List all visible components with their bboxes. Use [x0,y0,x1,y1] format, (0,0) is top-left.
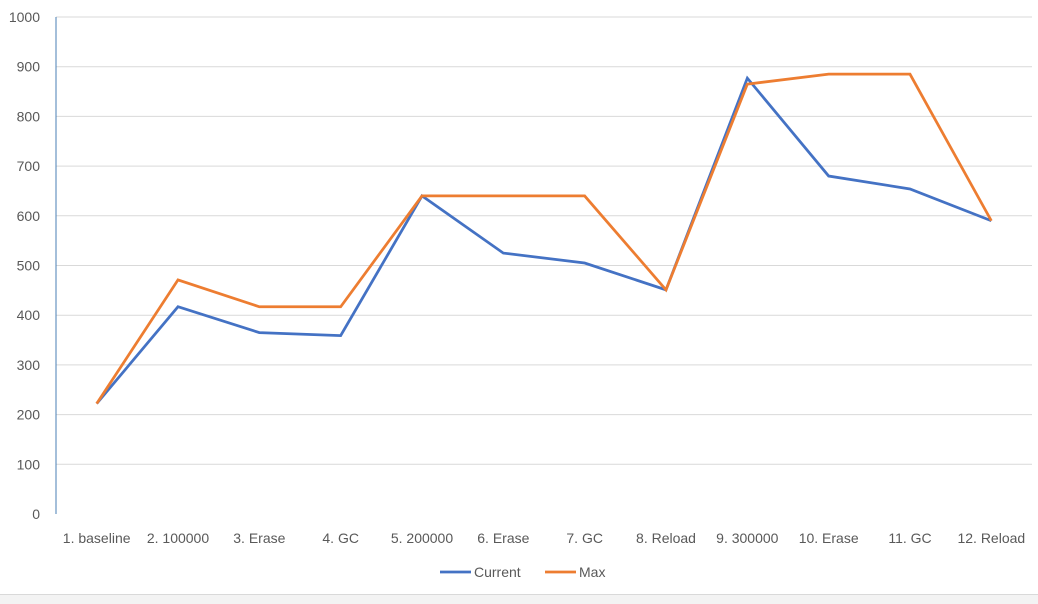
y-tick-label: 1000 [9,9,40,25]
y-tick-label: 800 [17,108,41,124]
x-tick-label: 11. GC [888,530,931,546]
y-tick-label: 0 [32,506,40,522]
x-tick-label: 12. Reload [957,530,1025,546]
legend: Current Max [440,564,605,580]
x-tick-label: 5. 200000 [391,530,453,546]
y-tick-label: 200 [17,407,41,423]
series-line-max [97,74,992,404]
x-tick-label: 1. baseline [63,530,131,546]
series-group [97,74,992,404]
x-tick-label: 7. GC [566,530,603,546]
y-tick-label: 100 [17,456,41,472]
y-tick-label: 700 [17,158,41,174]
x-tick-label: 9. 300000 [716,530,778,546]
x-tick-label: 3. Erase [233,530,285,546]
y-tick-label: 500 [17,258,41,274]
x-tick-label: 4. GC [322,530,359,546]
y-tick-label: 900 [17,59,41,75]
series-line-current [97,78,992,404]
x-axis-ticks: 1. baseline 2. 100000 3. Erase 4. GC 5. 2000… [63,530,1025,546]
x-tick-label: 8. Reload [636,530,696,546]
y-tick-label: 300 [17,357,41,373]
gridlines [56,17,1032,464]
x-tick-label: 2. 100000 [147,530,209,546]
y-tick-label: 400 [17,307,41,323]
y-axis-ticks: 0 100 200 300 400 500 600 700 800 900 1000 [9,9,40,522]
y-tick-label: 600 [17,208,41,224]
x-tick-label: 6. Erase [477,530,529,546]
x-tick-label: 10. Erase [799,530,859,546]
legend-label-current: Current [474,564,521,580]
legend-label-max: Max [579,564,605,580]
